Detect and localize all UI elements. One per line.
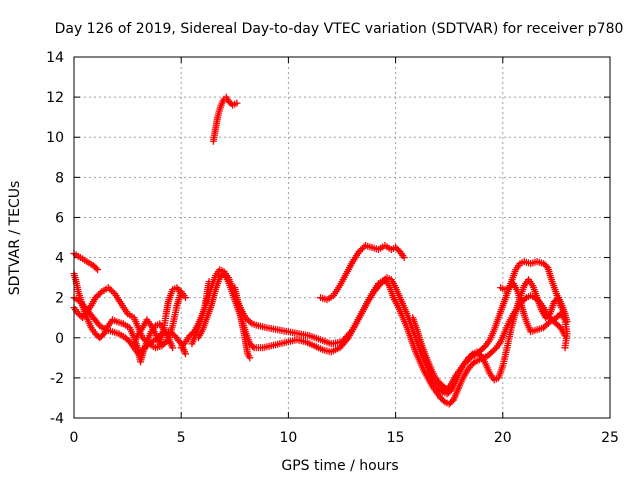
data-point-track-13	[544, 319, 552, 327]
data-point-track-4	[139, 334, 147, 342]
data-point-track-4	[181, 294, 189, 302]
data-point-track-4	[163, 337, 171, 345]
data-point-track-6	[249, 342, 257, 350]
y-tick-label: 2	[55, 291, 64, 307]
data-point-track-5	[439, 397, 447, 405]
data-point-track-9	[357, 246, 365, 254]
data-point-track-6	[378, 278, 386, 286]
y-tick-label: 0	[55, 331, 64, 347]
data-point-track-3	[142, 343, 150, 351]
data-point-track-4	[91, 294, 99, 302]
data-point-track-13	[561, 344, 569, 352]
y-tick-label: 6	[55, 210, 64, 226]
data-point-track-13	[540, 324, 548, 332]
data-point-track-7	[467, 353, 475, 361]
data-point-track-4	[93, 292, 101, 300]
y-tick-label: 8	[55, 170, 64, 186]
data-point-track-4	[108, 287, 116, 295]
y-tick-label: 14	[46, 50, 64, 66]
data-point-track-6	[377, 280, 385, 288]
data-point-track-3	[140, 344, 148, 352]
data-point-track-4	[104, 284, 112, 292]
x-tick-label: 0	[70, 430, 79, 446]
data-point-track-4	[161, 339, 169, 347]
data-point-track-4	[142, 337, 150, 345]
data-point-track-9	[360, 243, 368, 251]
x-tick-label: 20	[494, 430, 512, 446]
data-point-track-4	[143, 338, 151, 346]
data-point-track-11	[246, 354, 254, 362]
data-point-track-4	[106, 285, 114, 293]
data-point-track-5	[246, 318, 254, 326]
data-point-track-4	[96, 289, 104, 297]
y-tick-label: -2	[50, 371, 64, 387]
data-point-track-3	[181, 350, 189, 358]
data-point-track-2	[169, 344, 177, 352]
x-tick-label: 15	[387, 430, 405, 446]
data-points	[70, 93, 571, 408]
data-point-track-12	[205, 278, 213, 286]
data-point-track-5	[469, 359, 477, 367]
x-tick-label: 5	[177, 430, 186, 446]
data-point-track-3	[139, 346, 147, 354]
plot-frame	[73, 56, 611, 419]
data-point-track-6	[380, 277, 388, 285]
data-point-track-13	[541, 322, 549, 330]
data-point-track-9	[355, 248, 363, 256]
y-tick-label: 4	[55, 251, 64, 267]
data-point-track-13	[543, 321, 551, 329]
data-point-track-4	[109, 288, 117, 296]
x-axis-label: GPS time / hours	[281, 458, 398, 474]
y-tick-label: -4	[50, 411, 64, 427]
chart-title: Day 126 of 2019, Sidereal Day-to-day VTE…	[55, 21, 624, 37]
data-point-track-9	[358, 245, 366, 253]
data-point-track-6	[343, 335, 351, 343]
data-point-track-1	[92, 264, 100, 272]
data-point-track-4	[95, 291, 103, 299]
y-axis-label: SDTVAR / TECUs	[7, 181, 23, 296]
y-tick-label: 10	[46, 130, 64, 146]
data-point-track-4	[140, 335, 148, 343]
y-tick-label: 12	[46, 90, 64, 106]
data-point-track-10	[177, 290, 185, 298]
data-point-track-5	[245, 317, 253, 325]
x-tick-label: 25	[601, 430, 619, 446]
data-point-track-9	[400, 254, 408, 262]
x-tick-label: 10	[279, 430, 297, 446]
data-point-track-1	[94, 266, 102, 274]
data-point-track-5	[521, 295, 529, 303]
data-point-track-8	[233, 99, 241, 107]
